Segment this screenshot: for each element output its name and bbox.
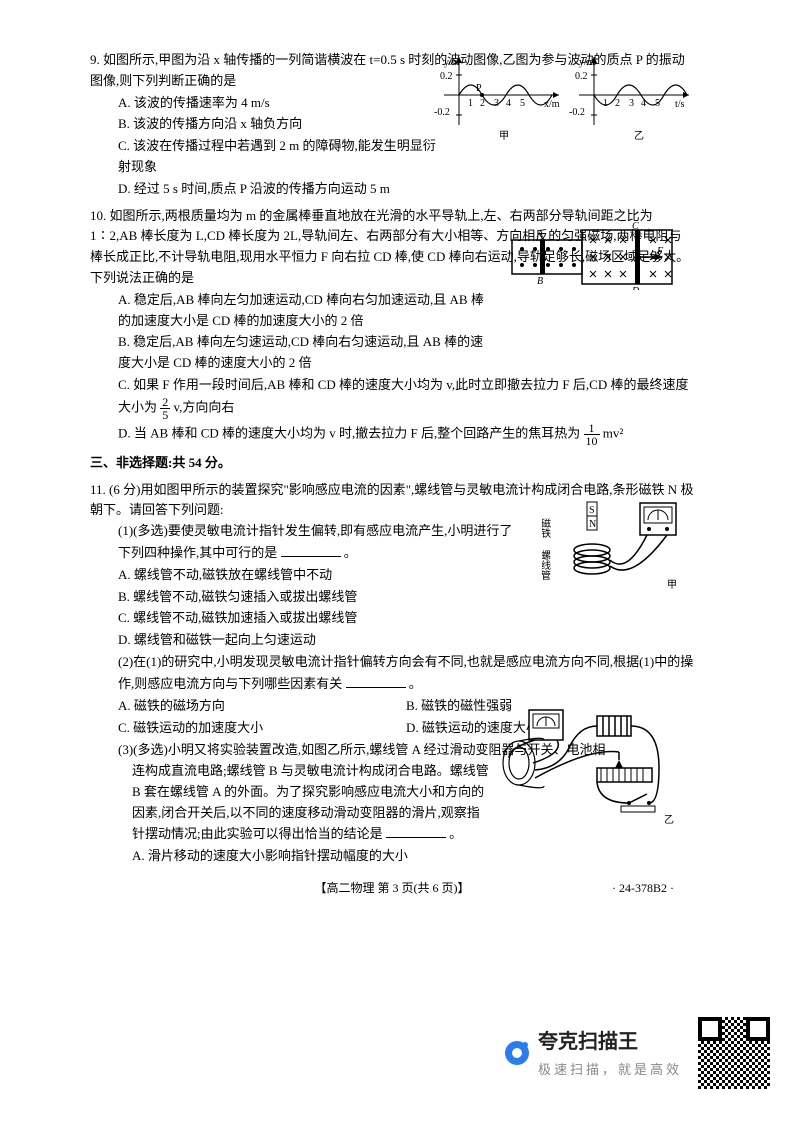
q11-p2-tail: 。	[409, 676, 422, 691]
q11-p1-c: C. 螺线管不动,磁铁加速插入或拔出螺线管	[118, 608, 694, 629]
svg-text:P: P	[476, 83, 482, 94]
svg-text:-0.2: -0.2	[569, 107, 585, 118]
q9-opt-b: B. 该波的传播方向沿 x 轴负方向	[118, 114, 448, 135]
svg-text:y/m: y/m	[579, 57, 595, 68]
watermark-title: 夸克扫描王	[538, 1026, 682, 1058]
svg-text:A: A	[536, 229, 544, 240]
q9-opt-c: C. 该波在传播过程中若遇到 2 m 的障碍物,能发生明显衍射现象	[118, 136, 448, 178]
rails-svg: F A B C D	[507, 222, 692, 290]
page-footer: 【高二物理 第 3 页(共 6 页)】 · 24-378B2 ·	[90, 879, 694, 898]
section-3-title: 三、非选择题:共 54 分。	[90, 453, 694, 474]
watermark-logo: 夸克扫描王 极速扫描，就是高效	[502, 1026, 682, 1081]
svg-text:N: N	[589, 519, 596, 530]
svg-text:F: F	[656, 246, 664, 257]
q11-figure-2: 乙	[489, 708, 679, 828]
svg-text:1: 1	[603, 98, 608, 109]
q11-p2-c: C. 磁铁运动的加速度大小	[118, 718, 406, 739]
svg-text:乙: 乙	[664, 814, 674, 826]
q10-opt-d: D. 当 AB 棒和 CD 棒的速度大小均为 v 时,撤去拉力 F 后,整个回路…	[118, 422, 694, 447]
svg-text:-0.2: -0.2	[434, 107, 450, 118]
q10-opt-d-pre: D. 当 AB 棒和 CD 棒的速度大小均为 v 时,撤去拉力 F 后,整个回路…	[118, 425, 580, 440]
blank-p1	[281, 542, 341, 557]
q10-rails-figure: F A B C D	[507, 222, 692, 290]
q10-options: A. 稳定后,AB 棒向左匀加速运动,CD 棒向右匀加速运动,且 AB 棒的加速…	[90, 290, 694, 447]
svg-text:甲: 甲	[499, 131, 509, 142]
watermark: 夸克扫描王 极速扫描，就是高效	[502, 1013, 774, 1093]
svg-text:5: 5	[655, 98, 660, 109]
svg-text:y/m: y/m	[444, 57, 460, 68]
q10-opt-c: C. 如果 F 作用一段时间后,AB 棒和 CD 棒的速度大小均为 v,此时立即…	[118, 375, 694, 421]
q10-opt-d-post: mv²	[603, 425, 624, 440]
q11-p2-lead: (2)在(1)的研究中,小明发现灵敏电流计指针偏转方向会有不同,也就是感应电流方…	[118, 654, 693, 691]
svg-text:x/m: x/m	[544, 99, 560, 110]
q11-number: 11.	[90, 482, 106, 497]
svg-text:2: 2	[480, 98, 485, 109]
svg-text:磁铁: 磁铁	[542, 517, 551, 539]
q11-figure-1: S N 磁铁 螺线管 甲	[542, 500, 682, 595]
svg-text:S: S	[589, 505, 595, 516]
coil2-svg: 乙	[489, 708, 679, 828]
fraction-2-5: 25	[160, 396, 170, 421]
q9-opt-d: D. 经过 5 s 时间,质点 P 沿波的传播方向运动 5 m	[118, 179, 448, 200]
q11-p1-tail: 。	[344, 545, 357, 560]
svg-text:3: 3	[629, 98, 634, 109]
fraction-1-10: 110	[584, 422, 600, 447]
svg-text:5: 5	[520, 98, 525, 109]
blank-p2	[346, 673, 406, 688]
q11-p3-tail: 。	[449, 826, 462, 841]
q11-p1-d: D. 螺线管和磁铁一起向上匀速运动	[118, 630, 694, 651]
q10-number: 10.	[90, 208, 106, 223]
footer-center: 【高二物理 第 3 页(共 6 页)】	[315, 881, 470, 895]
coil1-svg: S N 磁铁 螺线管 甲	[542, 500, 682, 595]
page: 9. 如图所示,甲图为沿 x 轴传播的一列简谐横波在 t=0.5 s 时刻的波动…	[0, 0, 794, 1123]
svg-text:B: B	[537, 276, 543, 287]
qr-code-icon	[694, 1013, 774, 1093]
q11-p2-a: A. 磁铁的磁场方向	[118, 696, 406, 717]
svg-text:螺线管: 螺线管	[542, 550, 551, 581]
q10-opt-c-post: v,方向向右	[174, 399, 235, 414]
quark-icon	[502, 1038, 532, 1068]
watermark-subtitle: 极速扫描，就是高效	[538, 1060, 682, 1081]
svg-text:t/s: t/s	[675, 99, 685, 110]
svg-text:0.2: 0.2	[440, 71, 453, 82]
q9-opt-a: A. 该波的传播速率为 4 m/s	[118, 93, 448, 114]
q9-wave-figure: y/m x/m 0.2 -0.2 P 12345 甲 y/m t/s	[434, 52, 694, 142]
svg-text:3: 3	[494, 98, 499, 109]
q9-options: A. 该波的传播速率为 4 m/s B. 该波的传播方向沿 x 轴负方向 C. …	[90, 93, 448, 200]
footer-code: · 24-378B2 ·	[612, 879, 674, 898]
svg-text:4: 4	[506, 98, 511, 109]
svg-text:D: D	[631, 286, 640, 290]
blank-p3	[386, 823, 446, 838]
wave-svg: y/m x/m 0.2 -0.2 P 12345 甲 y/m t/s	[434, 52, 694, 142]
svg-text:0.2: 0.2	[575, 71, 588, 82]
q10-opt-b: B. 稳定后,AB 棒向左匀速运动,CD 棒向右匀速运动,且 AB 棒的速度大小…	[118, 332, 493, 374]
svg-text:甲: 甲	[667, 580, 677, 591]
q10-opt-a: A. 稳定后,AB 棒向左匀加速运动,CD 棒向右匀加速运动,且 AB 棒的加速…	[118, 290, 493, 332]
svg-text:4: 4	[641, 98, 646, 109]
svg-text:1: 1	[468, 98, 473, 109]
svg-text:乙: 乙	[634, 130, 644, 142]
svg-text:C: C	[632, 222, 639, 232]
q9-number: 9.	[90, 52, 100, 67]
svg-text:2: 2	[615, 98, 620, 109]
q11-p3-a: A. 滑片移动的速度大小影响指针摆动幅度的大小	[118, 846, 694, 867]
